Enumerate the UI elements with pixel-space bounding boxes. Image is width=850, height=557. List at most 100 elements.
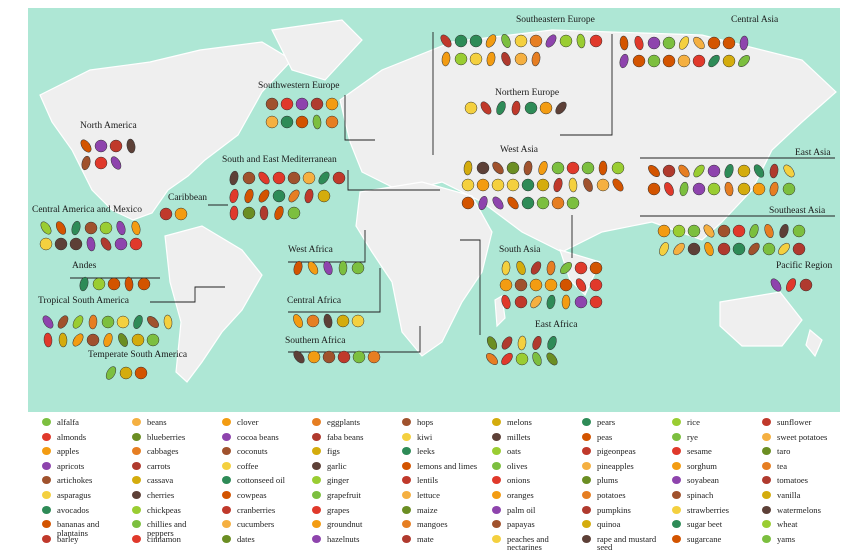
crop-icon	[501, 34, 511, 48]
crop-icon	[762, 242, 776, 256]
legend-label: beans	[147, 417, 167, 427]
legend-icon	[312, 534, 321, 543]
legend-icon	[582, 490, 591, 499]
legend-item: lentils	[390, 474, 480, 489]
crop-icon	[116, 315, 130, 329]
legend-label: olives	[507, 460, 528, 471]
crop-icon	[529, 34, 543, 48]
legend-item: taro	[750, 445, 840, 460]
legend-label: eggplants	[327, 417, 360, 427]
crop-icon	[332, 171, 346, 185]
crop-icon	[546, 352, 558, 366]
crop-icon	[58, 332, 68, 348]
crop-icon	[110, 156, 122, 170]
legend-label: barley	[57, 533, 79, 544]
legend-icon	[672, 461, 681, 470]
legend-label: lentils	[417, 475, 439, 486]
crop-icon	[598, 160, 608, 176]
region-label: Northern Europe	[495, 88, 559, 98]
crop-icon	[131, 220, 141, 236]
crop-icon	[612, 178, 624, 192]
crop-icon	[317, 189, 331, 203]
crop-icon	[717, 224, 731, 238]
legend-icon	[222, 461, 231, 470]
crop-icon	[99, 221, 113, 235]
crop-icon	[749, 223, 759, 239]
crop-icon	[486, 336, 498, 350]
legend-label: alfalfa	[57, 417, 79, 427]
crop-icon	[574, 261, 588, 275]
region: Southeastern Europe	[440, 15, 603, 67]
crop-icon	[118, 333, 128, 347]
legend-label: millets	[507, 431, 531, 442]
legend-label: figs	[327, 446, 340, 457]
legend-icon	[672, 432, 681, 441]
legend-icon	[132, 432, 141, 441]
legend-item: dates	[210, 533, 300, 548]
crop-icon	[785, 278, 797, 292]
legend-label: chickpeas	[147, 504, 181, 515]
crop-icon	[546, 294, 556, 310]
legend-label: leeks	[417, 446, 435, 457]
crop-icon	[461, 178, 475, 192]
crop-icon	[137, 277, 151, 291]
crop-icon	[532, 352, 542, 366]
crop-icon	[753, 164, 765, 178]
legend-label: cottonseed oil	[237, 475, 285, 486]
legend-label: oats	[507, 446, 521, 457]
legend-label: avocados	[57, 504, 89, 515]
legend-label: dates	[237, 533, 255, 544]
legend-item: ginger	[300, 474, 390, 489]
legend-item: oranges	[480, 489, 570, 504]
crop-icon	[274, 206, 284, 220]
crop-icon	[323, 260, 333, 276]
crop-icon	[131, 333, 145, 347]
legend-item: mangoes	[390, 518, 480, 533]
crop-icon	[476, 178, 490, 192]
legend-icon	[312, 418, 321, 426]
crop-icon	[506, 161, 520, 175]
legend-item: lemons and limes	[390, 460, 480, 475]
legend-label: coconuts	[237, 446, 268, 457]
region: Tropical South America	[38, 296, 173, 348]
crop-icon	[116, 220, 126, 236]
crop-icon	[310, 97, 324, 111]
legend-icon	[312, 432, 321, 441]
crop-icon	[511, 100, 521, 116]
legend-label: melons	[507, 417, 532, 427]
crop-icon	[530, 295, 542, 309]
crop-icon	[486, 353, 498, 365]
legend-label: cabbages	[147, 446, 179, 457]
region: East Africa	[486, 319, 578, 366]
crop-icon	[491, 178, 505, 192]
region-label: Pacific Region	[776, 260, 832, 271]
crop-icon	[440, 34, 452, 48]
legend-item: almonds	[30, 431, 120, 446]
legend-icon	[582, 476, 591, 485]
region-label: Southeastern Europe	[516, 15, 595, 25]
crop-icon	[544, 278, 558, 292]
crop-icon	[42, 315, 54, 329]
legend-icon	[582, 418, 591, 426]
crop-icon	[105, 366, 117, 380]
legend-label: pigeonpeas	[597, 446, 636, 457]
crop-icon	[693, 164, 705, 178]
region: Central Africa	[287, 295, 365, 329]
crop-icon	[101, 315, 115, 329]
legend-label: oranges	[507, 489, 534, 500]
legend-icon	[132, 476, 141, 485]
legend-icon	[492, 520, 501, 529]
legend-item: cucumbers	[210, 518, 300, 533]
region: West Asia	[461, 145, 625, 211]
legend-item: barley	[30, 533, 120, 548]
crop-icon	[521, 178, 535, 192]
legend-icon	[672, 476, 681, 485]
crop-icon	[679, 181, 689, 197]
legend-label: pumpkins	[597, 504, 631, 515]
legend-label: strawberries	[687, 504, 729, 515]
crop-icon	[662, 36, 676, 50]
legend-icon	[222, 432, 231, 441]
legend-icon	[672, 505, 681, 514]
crop-icon	[133, 315, 143, 329]
